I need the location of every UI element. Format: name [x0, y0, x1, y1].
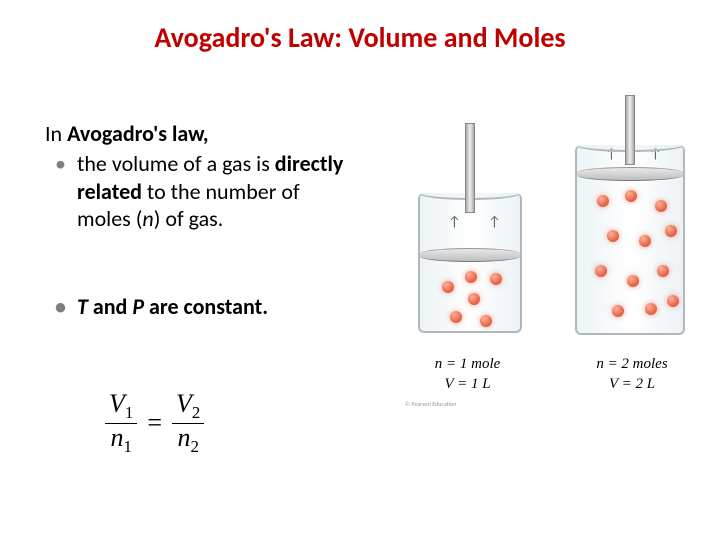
- eq-s2: 2: [192, 403, 200, 422]
- cap-left-v: V = 1 L: [444, 376, 490, 392]
- page-title: Avogadro's Law: Volume and Moles: [0, 20, 720, 55]
- eq-v1: V: [109, 389, 125, 418]
- bullet-list: the volume of a gas is directly related …: [55, 150, 355, 380]
- expansion-arrow-icon: ↑: [448, 215, 461, 229]
- expansion-arrow-icon: ←: [418, 288, 419, 302]
- frac-right-num: V2: [172, 390, 204, 424]
- eq-n2: n: [177, 423, 190, 452]
- cylinder-container: ↑↑←→←→: [575, 145, 685, 335]
- gas-molecule-icon: [607, 230, 619, 242]
- intro-line: In Avogadro's law,: [45, 120, 209, 147]
- b2-p: P: [132, 293, 144, 320]
- gas-molecule-icon: [665, 225, 677, 237]
- expansion-arrow-icon: ←: [575, 275, 576, 289]
- piston: [577, 167, 683, 181]
- gas-molecule-icon: [639, 235, 651, 247]
- gas-molecule-icon: [480, 315, 492, 327]
- cylinder-container: ↑↑←→: [418, 193, 522, 333]
- fraction-right: V2 n2: [172, 390, 204, 457]
- frac-left-den: n1: [106, 424, 135, 457]
- frac-left-num: V1: [105, 390, 137, 424]
- gas-molecule-icon: [645, 303, 657, 315]
- avogadro-equation: V1 n1 = V2 n2: [105, 390, 204, 457]
- b2-t: T: [77, 293, 88, 320]
- piston-rod: [625, 95, 635, 165]
- fraction-left: V1 n1: [105, 390, 137, 457]
- frac-right-den: n2: [173, 424, 202, 457]
- caption-right: n = 2 moles V = 2 L: [562, 355, 702, 394]
- b1-var: n: [142, 205, 153, 232]
- bullet-2: T and P are constant.: [55, 293, 355, 321]
- gas-molecule-icon: [450, 311, 462, 323]
- piston: [420, 248, 520, 262]
- gas-molecule-icon: [625, 190, 637, 202]
- expansion-arrow-icon: ←: [575, 205, 576, 219]
- cap-right-n: n = 2 moles: [596, 356, 667, 372]
- cap-right-v: V = 2 L: [609, 376, 655, 392]
- gas-molecule-icon: [597, 195, 609, 207]
- gas-molecule-icon: [595, 265, 607, 277]
- image-credit: © Pearson Education: [405, 400, 456, 408]
- eq-sn2: 2: [190, 437, 198, 456]
- gas-molecule-icon: [657, 265, 669, 277]
- eq-sn1: 1: [123, 437, 131, 456]
- caption-left: n = 1 mole V = 1 L: [405, 355, 530, 394]
- gas-molecule-icon: [627, 275, 639, 287]
- intro-bold: Avogadro's law,: [67, 120, 209, 147]
- eq-v2: V: [176, 389, 192, 418]
- piston-rod: [465, 123, 475, 213]
- b1-post: ) of gas.: [154, 205, 224, 232]
- gas-molecule-icon: [667, 295, 679, 307]
- gas-molecule-icon: [468, 293, 480, 305]
- bullet-1: the volume of a gas is directly related …: [55, 150, 355, 233]
- gas-molecule-icon: [465, 271, 477, 283]
- intro-prefix: In: [45, 120, 67, 147]
- b2-mid: and: [88, 293, 132, 320]
- equals-sign: =: [147, 408, 162, 438]
- gas-molecule-icon: [655, 200, 667, 212]
- expansion-arrow-icon: ↑: [488, 215, 501, 229]
- cap-left-n: n = 1 mole: [435, 356, 501, 372]
- b1-pre: the volume of a gas is: [77, 150, 275, 177]
- gas-molecule-icon: [442, 281, 454, 293]
- gas-molecule-icon: [490, 273, 502, 285]
- eq-n1: n: [110, 423, 123, 452]
- gas-molecule-icon: [612, 305, 624, 317]
- eq-s1: 1: [125, 403, 133, 422]
- b2-post: are constant.: [144, 293, 268, 320]
